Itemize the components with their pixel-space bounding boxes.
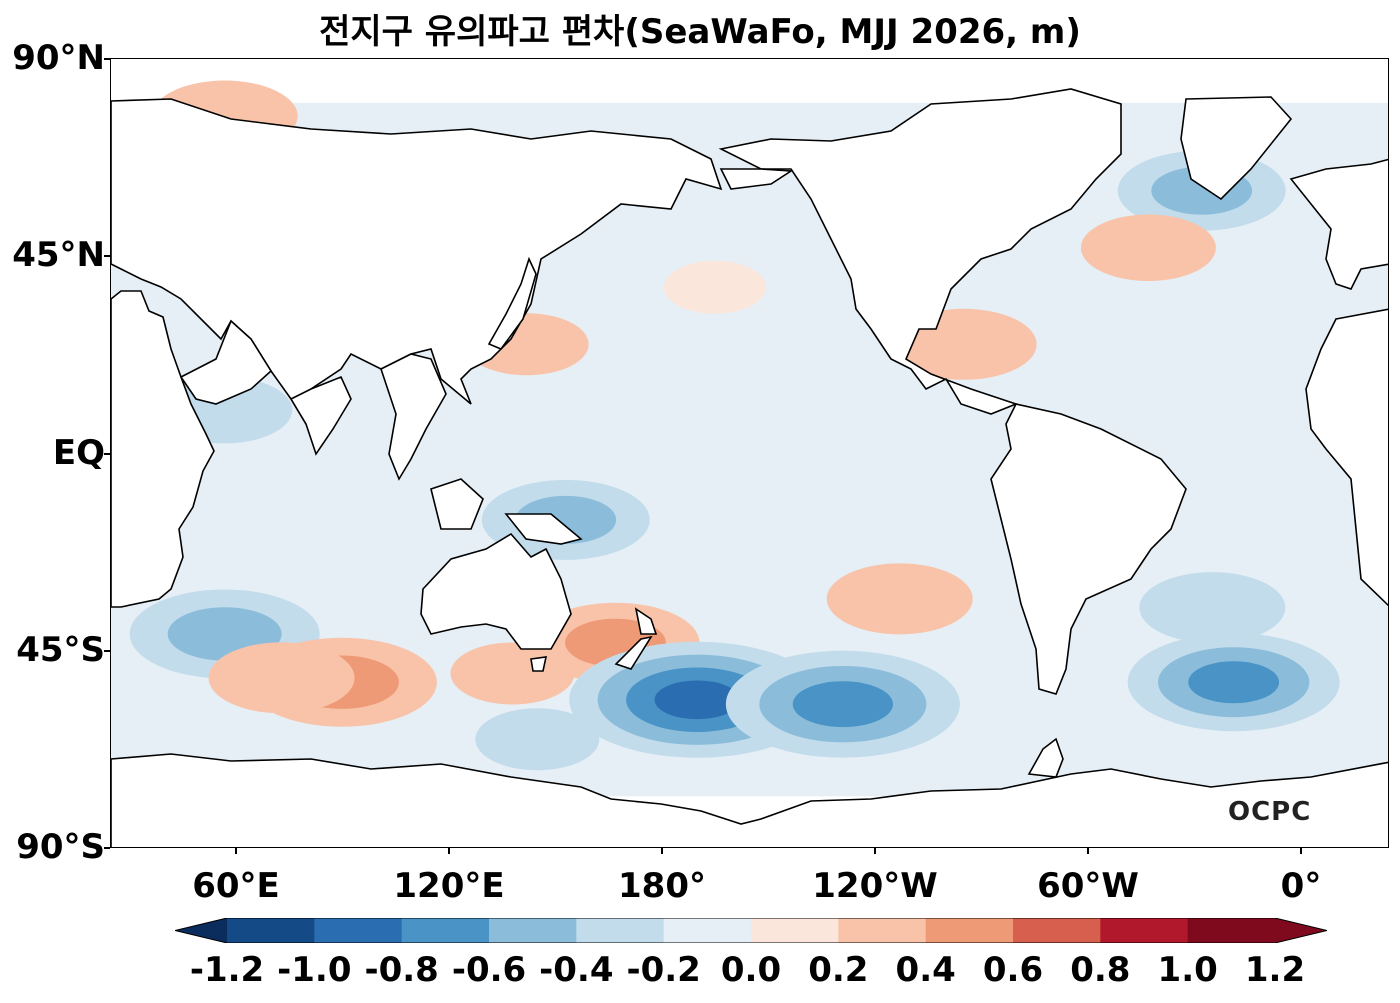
colorbar-segment-4 xyxy=(576,918,665,943)
colorbar-segment-10 xyxy=(1100,918,1189,943)
north-america xyxy=(718,88,1122,415)
colorbar-segment-5 xyxy=(663,918,752,943)
anomaly-contour-16-0 xyxy=(663,260,766,314)
se-asia xyxy=(380,353,447,481)
colorbar-segment-7 xyxy=(838,918,927,943)
south-america xyxy=(990,403,1187,695)
colorbar-label: 0.2 xyxy=(808,950,869,990)
y-tick-90s xyxy=(104,847,110,849)
map-title: 전지구 유의파고 편차(SeaWaFo, MJJ 2026, m) xyxy=(319,12,1081,52)
x-label-60e: 60°E xyxy=(192,866,280,906)
anomaly-contour-6-3 xyxy=(654,680,740,720)
y-tick-45n xyxy=(104,255,110,257)
y-tick-eq xyxy=(104,453,110,455)
y-label-90n: 90°N xyxy=(12,38,105,78)
x-label-120e: 120°E xyxy=(393,866,505,906)
anomaly-contour-8-0 xyxy=(826,563,973,635)
europe-west xyxy=(1289,158,1388,290)
colorbar-label: 0.0 xyxy=(720,950,782,990)
colorbar-label: -0.4 xyxy=(539,950,614,990)
y-label-45s: 45°S xyxy=(16,630,105,670)
map-canvas xyxy=(111,80,1388,847)
anomaly-contour-12-0 xyxy=(1080,214,1216,281)
x-tick-60e xyxy=(235,848,237,854)
colorbar-label: 0.6 xyxy=(982,950,1044,990)
colorbar xyxy=(175,918,1327,943)
australia xyxy=(420,532,572,650)
colorbar-segment-9 xyxy=(1013,918,1101,943)
colorbar-label: 1.2 xyxy=(1244,950,1306,990)
x-label-180: 180° xyxy=(618,866,706,906)
arabia-peninsula xyxy=(179,319,273,405)
anomaly-contour-2-0 xyxy=(208,642,355,714)
x-label-120w: 120°W xyxy=(812,866,938,906)
colorbar-segment-6 xyxy=(751,918,839,943)
colorbar-label: -0.8 xyxy=(364,950,439,990)
africa-landmass xyxy=(111,290,215,608)
colorbar-extend-high xyxy=(1275,918,1327,943)
x-tick-180 xyxy=(661,848,663,854)
colorbar-label: -0.6 xyxy=(451,950,527,990)
colorbar-segment-0 xyxy=(227,918,315,943)
x-tick-120w xyxy=(874,848,876,854)
y-label-45n: 45°N xyxy=(12,235,105,275)
y-tick-45s xyxy=(104,650,110,652)
colorbar-segment-3 xyxy=(489,918,577,943)
ocpc-logo: OCPC xyxy=(1228,797,1312,827)
x-label-0: 0° xyxy=(1280,866,1322,906)
colorbar-segment-2 xyxy=(401,918,490,943)
x-tick-120e xyxy=(448,848,450,854)
x-tick-0 xyxy=(1300,848,1302,854)
anomaly-contour-18-0 xyxy=(475,708,600,771)
anomaly-field xyxy=(111,80,1388,797)
y-tick-90n xyxy=(104,58,110,60)
colorbar-label: 1.0 xyxy=(1157,950,1218,990)
colorbar-segment-1 xyxy=(314,918,403,943)
x-label-60w: 60°W xyxy=(1037,866,1139,906)
anomaly-contour-9-2 xyxy=(1188,661,1280,704)
tasmania xyxy=(530,656,548,672)
colorbar-label: 0.8 xyxy=(1070,950,1131,990)
x-tick-60w xyxy=(1087,848,1089,854)
colorbar-label: -0.2 xyxy=(626,950,701,990)
y-label-90s: 90°S xyxy=(16,827,105,867)
japan xyxy=(487,256,537,350)
india-peninsula xyxy=(289,375,352,456)
y-label-eq: EQ xyxy=(52,433,105,473)
borneo xyxy=(430,478,484,530)
greenland xyxy=(1180,96,1293,201)
new-zealand-north xyxy=(634,607,658,635)
colorbar-label: 0.4 xyxy=(895,950,956,990)
alaska-peninsula xyxy=(719,168,794,190)
colorbar-segment-8 xyxy=(925,918,1014,943)
africa-west xyxy=(1305,308,1388,607)
antarctica xyxy=(111,753,1388,847)
colorbar-segment-11 xyxy=(1187,918,1276,943)
anomaly-contour-7-2 xyxy=(792,681,894,728)
new-guinea xyxy=(504,513,583,545)
map-panel xyxy=(110,58,1389,848)
colorbar-extend-low xyxy=(175,918,227,943)
eurasia-landmass xyxy=(111,98,723,427)
colorbar-label: -1.0 xyxy=(277,950,352,990)
anomaly-contour-10-0 xyxy=(1139,572,1286,644)
colorbar-label: -1.2 xyxy=(189,950,265,990)
antarctic-peninsula xyxy=(1027,737,1064,778)
new-zealand-south xyxy=(614,635,653,670)
continents xyxy=(111,88,1388,847)
